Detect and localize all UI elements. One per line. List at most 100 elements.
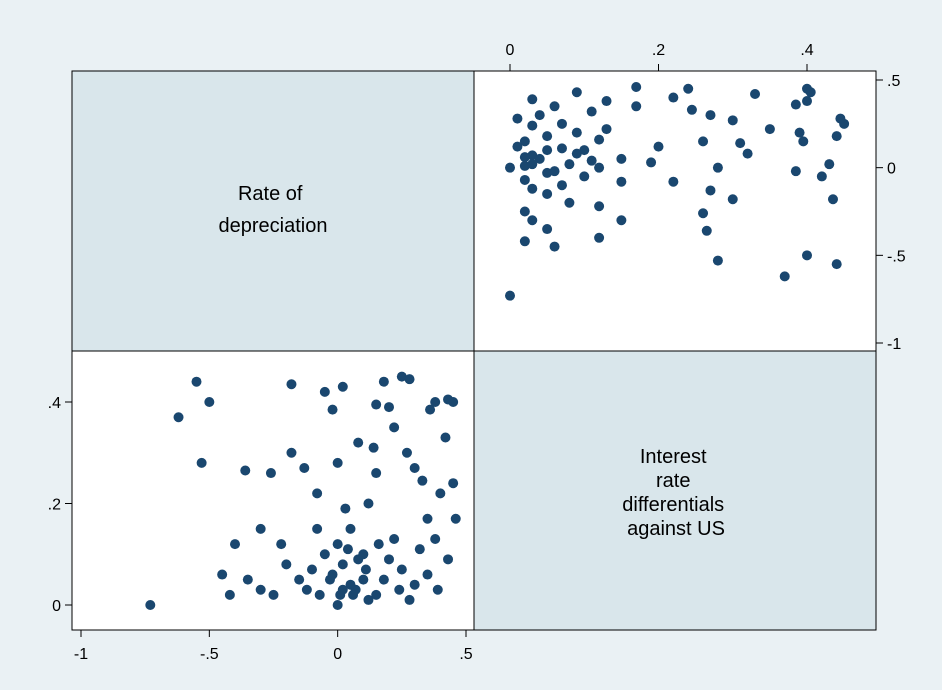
scatter-point-top-right (790, 166, 801, 177)
variable-label-depreciation-line-1: Rate of (238, 183, 303, 205)
scatter-point-bottom-left (340, 503, 351, 514)
scatter-point-bottom-left (373, 539, 384, 550)
scatter-point-top-right (594, 201, 605, 212)
scatter-point-bottom-left (404, 594, 415, 605)
scatter-point-bottom-left (294, 574, 305, 585)
scatter-point-top-right (698, 136, 709, 147)
scatter-point-top-right (549, 241, 560, 252)
scatter-point-bottom-left (319, 386, 330, 397)
scatter-point-top-right (586, 106, 597, 117)
scatter-point-bottom-left (430, 397, 441, 407)
scatter-point-top-right (742, 148, 753, 159)
scatter-point-bottom-left (394, 584, 405, 595)
scatter-point-top-right (527, 159, 538, 170)
scatter-point-top-right (542, 224, 553, 235)
scatter-point-bottom-left (319, 549, 330, 560)
scatter-point-top-right (798, 136, 809, 147)
scatter-point-top-right (549, 101, 560, 112)
scatter-point-top-right (564, 159, 575, 170)
scatter-point-bottom-left (417, 475, 428, 486)
scatter-point-bottom-left (345, 523, 356, 534)
scatter-point-bottom-left (286, 379, 297, 390)
scatter-point-top-right (542, 145, 553, 156)
scatter-point-bottom-left (360, 564, 371, 575)
variable-label-interest-line-2: rate (656, 470, 690, 492)
scatter-point-top-right (712, 255, 723, 266)
scatter-point-top-right (594, 134, 605, 145)
scatter-point-top-right (735, 138, 746, 149)
scatter-point-top-right (824, 159, 835, 170)
scatter-point-bottom-left (363, 594, 374, 605)
scatter-point-bottom-left (378, 376, 389, 387)
scatter-point-bottom-left (337, 559, 348, 570)
scatter-point-bottom-left (353, 437, 364, 448)
x-tick-label-top: .2 (652, 42, 665, 59)
scatter-point-top-right (594, 232, 605, 243)
scatter-point-top-right (571, 148, 582, 159)
scatter-point-top-right (705, 110, 716, 121)
scatter-point-bottom-left (401, 447, 412, 458)
scatter-point-top-right (750, 89, 761, 100)
scatter-point-bottom-left (255, 523, 266, 534)
variable-label-depreciation: Rate of depreciation (219, 183, 328, 237)
y-tick-label-right: -1 (887, 336, 901, 353)
scatter-points-top-right (505, 82, 850, 301)
scatter-point-bottom-left (196, 457, 207, 468)
scatter-point-top-right (712, 162, 723, 173)
scatter-point-top-right (519, 236, 530, 247)
x-tick-label-top: .4 (800, 42, 813, 59)
scatter-point-bottom-left (204, 397, 215, 407)
scatter-point-bottom-left (224, 589, 235, 600)
scatter-point-bottom-left (265, 468, 276, 479)
scatter-point-bottom-left (432, 584, 443, 595)
scatter-point-bottom-left (286, 447, 297, 458)
scatter-point-top-right (646, 157, 657, 168)
scatter-point-bottom-left (314, 589, 325, 600)
diagonal-cell-depreciation (72, 71, 474, 351)
scatter-point-bottom-left (301, 584, 312, 595)
scatter-point-top-right (586, 155, 597, 166)
scatter-point-top-right (764, 124, 775, 135)
scatter-point-top-right (519, 136, 530, 147)
scatter-point-bottom-left (332, 600, 343, 610)
scatter-point-bottom-left (276, 539, 287, 550)
scatter-point-bottom-left (230, 539, 240, 550)
scatter-point-bottom-left (299, 462, 310, 473)
scatter-point-top-right (534, 110, 545, 121)
scatter-point-bottom-left (337, 584, 348, 595)
x-tick-label-top: 0 (506, 42, 515, 59)
variable-label-depreciation-line-2: depreciation (219, 215, 328, 237)
variable-label-interest-line-3: differentials (622, 494, 724, 516)
scatter-point-top-right (505, 290, 515, 301)
scatter-point-top-right (571, 87, 582, 98)
scatter-point-bottom-left (242, 574, 253, 585)
scatter-point-bottom-left (450, 513, 461, 524)
scatter-point-top-right (683, 83, 694, 94)
y-tick-label-left: 0 (52, 598, 61, 615)
scatter-point-top-right (686, 104, 697, 115)
variable-label-interest-line-4: against US (627, 518, 725, 540)
scatter-point-top-right (802, 96, 812, 107)
scatter-point-bottom-left (396, 564, 407, 575)
scatter-point-bottom-left (307, 564, 317, 575)
scatter-point-bottom-left (145, 600, 156, 610)
scatter-point-bottom-left (255, 584, 266, 595)
scatter-point-bottom-left (332, 457, 343, 468)
scatter-point-bottom-left (327, 569, 338, 580)
scatter-point-top-right (701, 225, 712, 236)
scatter-point-bottom-left (448, 478, 459, 489)
scatter-point-top-right (727, 194, 738, 205)
variable-label-interest-line-1: Interest (640, 446, 707, 468)
scatter-point-bottom-left (389, 422, 400, 433)
scatter-point-top-right (668, 176, 679, 187)
scatter-cell-bottom-left (72, 351, 474, 630)
scatter-point-bottom-left (409, 462, 420, 473)
scatter-point-bottom-left (368, 442, 379, 453)
scatter-point-top-right (668, 92, 679, 103)
scatter-point-bottom-left (327, 404, 338, 415)
scatter-point-top-right (616, 153, 627, 164)
scatter-point-bottom-left (422, 513, 433, 524)
scatter-point-bottom-left (430, 534, 441, 545)
scatter-point-bottom-left (371, 399, 382, 410)
